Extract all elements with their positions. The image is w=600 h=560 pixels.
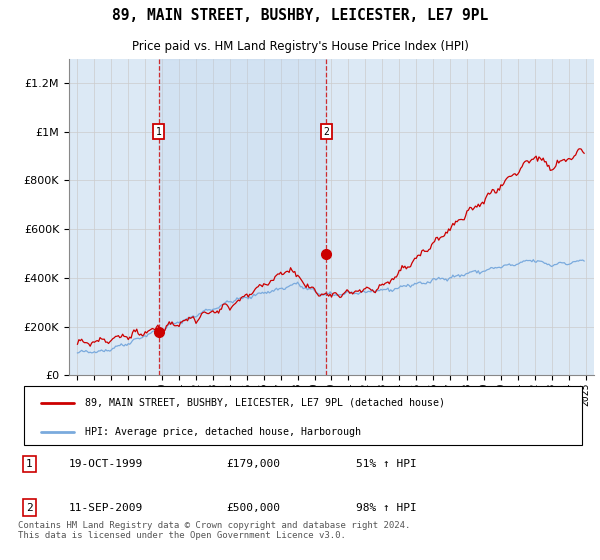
Text: Contains HM Land Registry data © Crown copyright and database right 2024.
This d: Contains HM Land Registry data © Crown c… bbox=[18, 521, 410, 540]
Text: 89, MAIN STREET, BUSHBY, LEICESTER, LE7 9PL: 89, MAIN STREET, BUSHBY, LEICESTER, LE7 … bbox=[112, 8, 488, 23]
Text: 51% ↑ HPI: 51% ↑ HPI bbox=[356, 459, 417, 469]
Text: 2: 2 bbox=[323, 127, 329, 137]
Text: 1: 1 bbox=[156, 127, 161, 137]
Text: 2: 2 bbox=[26, 503, 32, 513]
Text: 11-SEP-2009: 11-SEP-2009 bbox=[69, 503, 143, 513]
Text: 1: 1 bbox=[26, 459, 32, 469]
Text: HPI: Average price, detached house, Harborough: HPI: Average price, detached house, Harb… bbox=[85, 427, 361, 437]
Text: 19-OCT-1999: 19-OCT-1999 bbox=[69, 459, 143, 469]
Text: £500,000: £500,000 bbox=[227, 503, 281, 513]
Text: 89, MAIN STREET, BUSHBY, LEICESTER, LE7 9PL (detached house): 89, MAIN STREET, BUSHBY, LEICESTER, LE7 … bbox=[85, 398, 445, 408]
Text: £179,000: £179,000 bbox=[227, 459, 281, 469]
Bar bbox=[159, 59, 326, 375]
Text: Price paid vs. HM Land Registry's House Price Index (HPI): Price paid vs. HM Land Registry's House … bbox=[131, 40, 469, 53]
Text: 98% ↑ HPI: 98% ↑ HPI bbox=[356, 503, 417, 513]
